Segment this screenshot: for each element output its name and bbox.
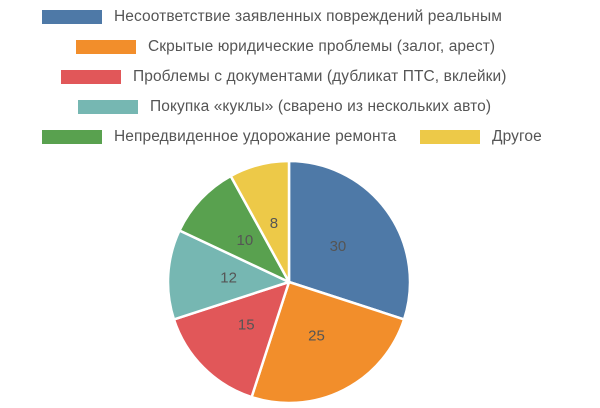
pie-value-label: 30 [330,238,347,255]
legend-item-document-issues[interactable]: Проблемы с документами (дубликат ПТС, вк… [61,67,507,87]
legend-label: Покупка «куклы» (сварено из нескольких а… [150,98,492,115]
pie-slice-repair-cost[interactable] [178,174,291,284]
pie-slice-mismatch-damage[interactable] [287,159,412,321]
legend-item-other[interactable]: Другое [420,127,542,147]
legend-item-legal-issues[interactable]: Скрытые юридические проблемы (залог, аре… [76,37,495,57]
legend-label: Проблемы с документами (дубликат ПТС, вк… [133,68,507,85]
legend-label: Непредвиденное удорожание ремонта [114,128,397,145]
legend-label: Несоответствие заявленных повреждений ре… [114,8,502,25]
legend-swatch [78,100,138,114]
legend-label: Скрытые юридические проблемы (залог, аре… [148,38,496,55]
pie-value-label: 25 [308,327,325,344]
pie-value-label: 15 [238,316,255,333]
pie-slice-doll-car[interactable] [166,229,291,321]
legend-item-repair-cost[interactable]: Непредвиденное удорожание ремонта [42,127,396,147]
pie-slice-other[interactable] [229,159,291,284]
legend-swatch [42,130,102,144]
pie-slice-legal-issues[interactable] [250,280,406,405]
legend-swatch [42,10,102,24]
legend-item-doll-car[interactable]: Покупка «куклы» (сварено из нескольких а… [78,97,491,117]
chart-legend: Несоответствие заявленных повреждений ре… [0,0,600,160]
pie-value-label: 10 [237,232,254,249]
legend-label: Другое [492,128,542,145]
pie-value-label: 8 [270,215,278,232]
legend-swatch [76,40,136,54]
legend-swatch [61,70,121,84]
legend-swatch [420,130,480,144]
pie-value-label: 12 [220,270,237,287]
legend-item-mismatch-damage[interactable]: Несоответствие заявленных повреждений ре… [42,7,502,27]
